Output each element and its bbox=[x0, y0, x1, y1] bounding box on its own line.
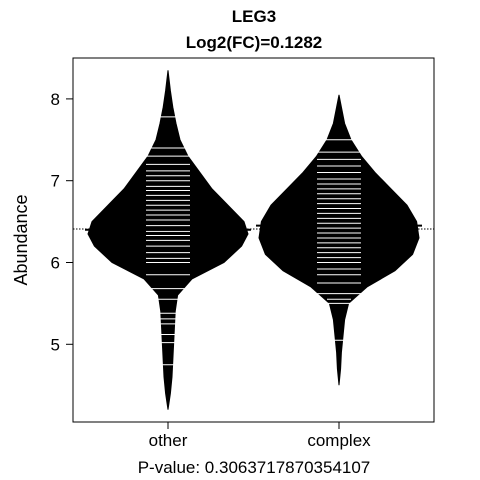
plot-frame bbox=[72, 57, 435, 423]
bean-complex bbox=[258, 94, 420, 386]
x-tick-label-complex: complex bbox=[307, 431, 371, 450]
x-axis: other complex bbox=[149, 422, 371, 450]
y-tick-label: 5 bbox=[51, 335, 60, 354]
y-tick-label: 8 bbox=[51, 90, 60, 109]
footer-pvalue: P-value: 0.306371787035410​7 bbox=[138, 458, 371, 477]
chart-subtitle: Log2(FC)=0.1282 bbox=[186, 33, 323, 52]
y-axis: 5 6 7 8 bbox=[51, 90, 73, 354]
chart-title: LEG3 bbox=[232, 7, 276, 26]
x-tick-label-other: other bbox=[149, 431, 188, 450]
beans-layer bbox=[73, 70, 434, 410]
y-axis-label: Abundance bbox=[11, 194, 31, 285]
y-tick-label: 7 bbox=[51, 172, 60, 191]
y-tick-label: 6 bbox=[51, 253, 60, 272]
